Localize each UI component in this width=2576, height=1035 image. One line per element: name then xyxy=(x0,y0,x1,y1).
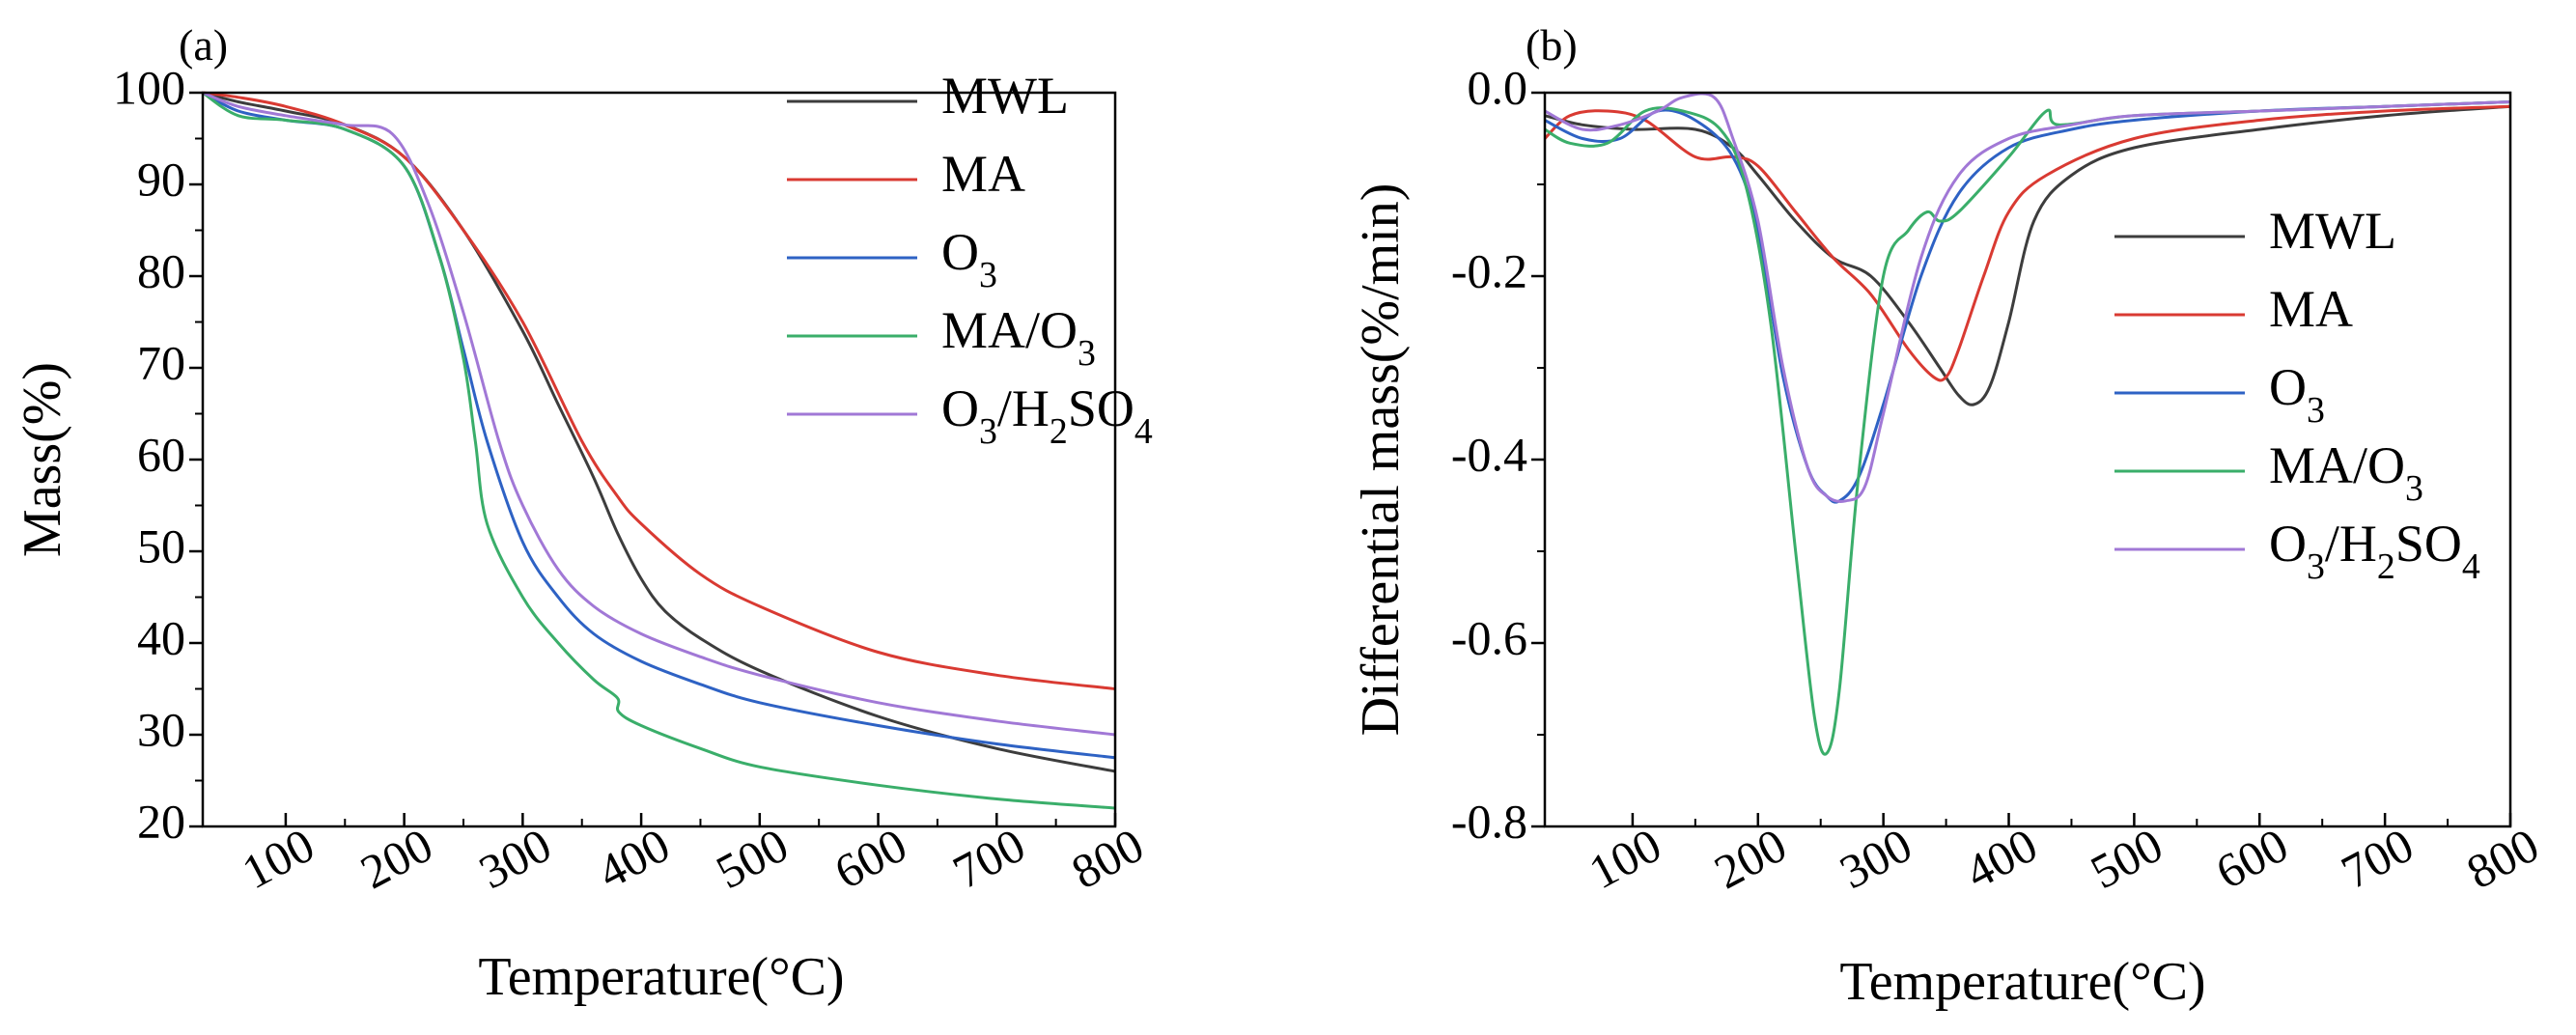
legend-text: SO xyxy=(1068,379,1134,437)
legend-entry: O3/H2SO4 xyxy=(2114,515,2480,587)
legend-subscript: 3 xyxy=(2307,390,2325,431)
legend-entry: O3/H2SO4 xyxy=(787,379,1153,452)
y-tick-label: 50 xyxy=(137,518,185,573)
y-tick-label: -0.6 xyxy=(1451,610,1527,664)
legend-subscript: 3 xyxy=(2307,546,2325,587)
y-tick-label: -0.4 xyxy=(1451,427,1527,481)
series-line-o3 xyxy=(1544,100,2511,504)
panel-b-x-axis-label: Temperature(°C) xyxy=(1839,952,2205,1012)
panel-b-series xyxy=(1543,92,2511,756)
legend-subscript: 3 xyxy=(979,411,997,452)
panel-a-y-axis-label: Mass(%) xyxy=(13,362,72,557)
panel-a-plot-frame xyxy=(201,91,1117,828)
legend-subscript: 2 xyxy=(2377,546,2395,587)
x-tick-label: 800 xyxy=(2458,818,2548,900)
x-tick-label: 500 xyxy=(708,818,798,900)
legend-entry-label: MA xyxy=(941,145,1025,203)
x-tick-label: 800 xyxy=(1063,818,1153,900)
legend-text: O xyxy=(2269,515,2307,573)
legend-entry-label: MA xyxy=(2269,280,2353,338)
x-tick-label: 100 xyxy=(234,818,323,900)
y-tick-label: -0.8 xyxy=(1451,794,1527,848)
y-tick-label: 100 xyxy=(113,60,185,114)
legend-entry-label: O3/H2SO4 xyxy=(2269,515,2480,586)
x-tick-label: 600 xyxy=(2207,818,2297,900)
legend-subscript: 3 xyxy=(1078,333,1096,374)
panel-a: (a) 100 200 300 400 500 600 700 800 100 90 80 70 60 5… xyxy=(13,20,1153,1007)
x-tick-label: 400 xyxy=(1956,818,2046,900)
legend-entry: MA xyxy=(2114,280,2353,338)
legend-entry-label: O3 xyxy=(2269,358,2325,430)
legend-entry-label: MA/O3 xyxy=(941,301,1096,373)
x-tick-label: 700 xyxy=(2333,818,2422,900)
panel-a-label: (a) xyxy=(179,20,228,70)
legend-subscript: 4 xyxy=(2462,546,2480,587)
legend-entry-label: MWL xyxy=(2269,202,2396,260)
legend-entry: MWL xyxy=(787,67,1069,125)
x-tick-label: 700 xyxy=(944,818,1034,900)
x-tick-label: 100 xyxy=(1581,818,1670,900)
legend-text: /H xyxy=(997,379,1050,437)
legend-entry-label: O3 xyxy=(941,223,997,294)
legend-text: MWL xyxy=(941,67,1069,125)
legend-text: MA/O xyxy=(941,301,1078,359)
legend-text: MA xyxy=(941,145,1025,203)
x-tick-label: 200 xyxy=(1706,818,1796,900)
x-tick-label: 500 xyxy=(2082,818,2171,900)
legend-subscript: 2 xyxy=(1050,411,1068,452)
series-line-ma xyxy=(202,91,1116,690)
series-line-ma-o3 xyxy=(202,91,1116,810)
panel-b-y-axis-label: Differential mass(%/min) xyxy=(1351,183,1411,737)
panel-a-x-axis-label: Temperature(°C) xyxy=(478,947,844,1007)
y-tick-label: 0.0 xyxy=(1468,60,1528,114)
series-line-o3-h2so4 xyxy=(202,91,1116,737)
legend-entry: MA xyxy=(787,145,1025,203)
y-tick-label: 70 xyxy=(137,335,185,389)
legend-text: O xyxy=(2269,358,2307,416)
legend-subscript: 3 xyxy=(2405,468,2423,509)
x-tick-label: 300 xyxy=(1831,818,1920,900)
legend-entry: MWL xyxy=(2114,202,2396,260)
panel-a-series xyxy=(202,91,1116,810)
legend-subscript: 3 xyxy=(979,255,997,295)
y-tick-label: 80 xyxy=(137,243,185,297)
x-tick-label: 200 xyxy=(351,818,441,900)
panel-b-plot-frame xyxy=(1543,91,2512,828)
legend-text: MWL xyxy=(2269,202,2396,260)
legend-entry: O3 xyxy=(2114,358,2325,431)
legend-entry-label: MWL xyxy=(941,67,1069,125)
series-line-ma-o3 xyxy=(1544,100,2511,756)
legend-text: O xyxy=(941,223,979,281)
legend-subscript: 4 xyxy=(1134,411,1153,452)
legend-text: /H xyxy=(2325,515,2377,573)
legend-text: MA/O xyxy=(2269,436,2405,494)
x-tick-label: 400 xyxy=(589,818,679,900)
y-tick-label: 30 xyxy=(137,702,185,756)
legend-entry-label: MA/O3 xyxy=(2269,436,2423,508)
x-tick-label: 300 xyxy=(470,818,560,900)
legend-text: SO xyxy=(2395,515,2462,573)
panel-b: (b) 100 200 300 400 500 600 700 800 0.0 -0.2 -0.4 -… xyxy=(1351,20,2547,1012)
legend-entry: O3 xyxy=(787,223,997,295)
y-tick-label: 20 xyxy=(137,794,185,848)
y-tick-label: 40 xyxy=(137,610,185,664)
y-tick-label: 60 xyxy=(137,427,185,481)
y-tick-label: 90 xyxy=(137,152,185,206)
legend-entry: MA/O3 xyxy=(2114,436,2423,509)
legend-entry: MA/O3 xyxy=(787,301,1096,374)
legend-text: O xyxy=(941,379,979,437)
series-line-o3-h2so4 xyxy=(1544,92,2511,503)
x-tick-label: 600 xyxy=(826,818,915,900)
legend-text: MA xyxy=(2269,280,2353,338)
series-line-ma xyxy=(1543,104,2511,382)
y-tick-label: -0.2 xyxy=(1451,243,1527,297)
panel-b-label: (b) xyxy=(1526,20,1578,70)
legend-entry-label: O3/H2SO4 xyxy=(941,379,1153,451)
